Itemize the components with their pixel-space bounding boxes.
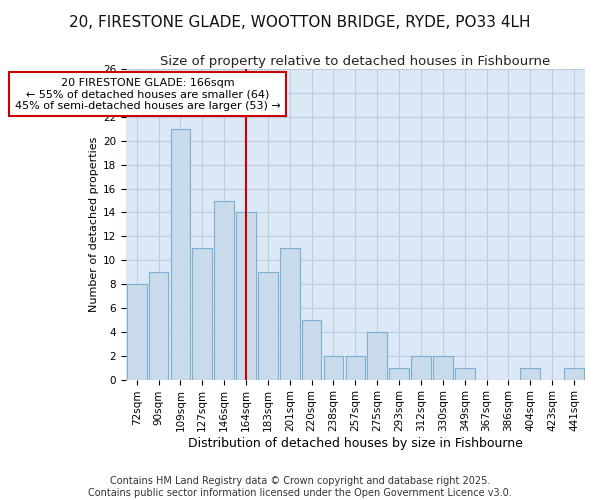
Y-axis label: Number of detached properties: Number of detached properties xyxy=(89,136,98,312)
Text: 20 FIRESTONE GLADE: 166sqm
← 55% of detached houses are smaller (64)
45% of semi: 20 FIRESTONE GLADE: 166sqm ← 55% of deta… xyxy=(15,78,280,110)
Text: 20, FIRESTONE GLADE, WOOTTON BRIDGE, RYDE, PO33 4LH: 20, FIRESTONE GLADE, WOOTTON BRIDGE, RYD… xyxy=(69,15,531,30)
Bar xyxy=(193,248,212,380)
Text: Contains HM Land Registry data © Crown copyright and database right 2025.
Contai: Contains HM Land Registry data © Crown c… xyxy=(88,476,512,498)
Bar xyxy=(302,320,322,380)
Bar xyxy=(367,332,387,380)
Bar xyxy=(170,129,190,380)
Bar xyxy=(346,356,365,380)
Bar xyxy=(433,356,452,380)
X-axis label: Distribution of detached houses by size in Fishbourne: Distribution of detached houses by size … xyxy=(188,437,523,450)
Bar xyxy=(389,368,409,380)
Bar xyxy=(520,368,540,380)
Bar xyxy=(149,272,169,380)
Title: Size of property relative to detached houses in Fishbourne: Size of property relative to detached ho… xyxy=(160,55,550,68)
Bar xyxy=(258,272,278,380)
Bar xyxy=(411,356,431,380)
Bar xyxy=(564,368,584,380)
Bar xyxy=(214,200,234,380)
Bar xyxy=(455,368,475,380)
Bar xyxy=(323,356,343,380)
Bar xyxy=(280,248,299,380)
Bar xyxy=(127,284,146,380)
Bar xyxy=(236,212,256,380)
